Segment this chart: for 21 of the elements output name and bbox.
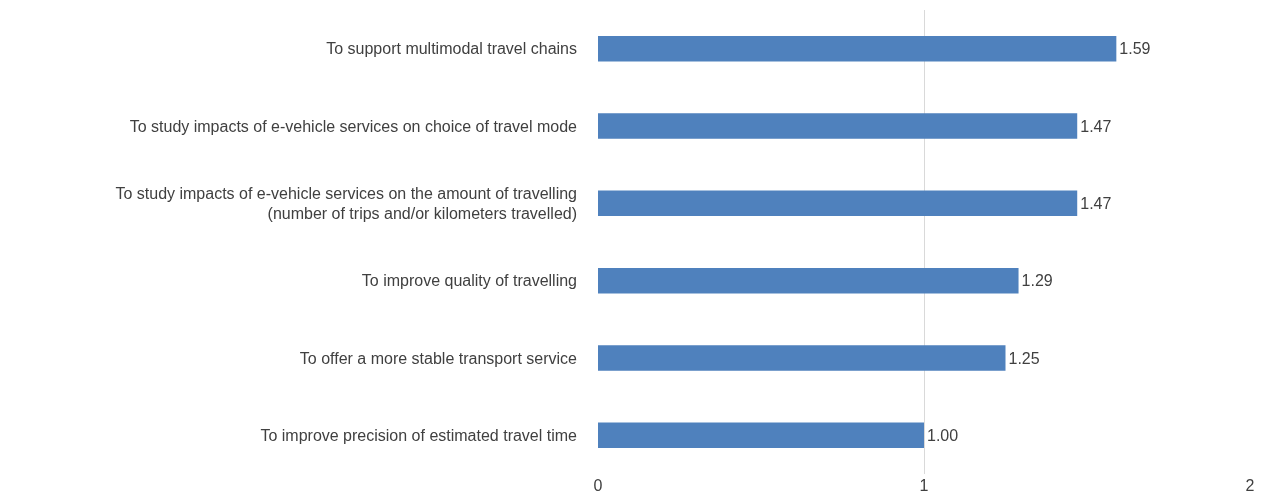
y-tick-label: To improve quality of travelling [361, 272, 577, 290]
y-tick-label: To offer a more stable transport service [299, 349, 578, 367]
y-tick-label: To study impacts of e-vehicle services on choice of travel mode [129, 117, 578, 135]
x-tick-label: 0 [593, 477, 603, 494]
data-label: 1.47 [1080, 194, 1112, 212]
bar [598, 190, 1078, 217]
data-label: 1.59 [1119, 40, 1151, 58]
bar [598, 422, 924, 449]
y-tick-label: To study impacts of e-vehicle services on the amount of travelling (number of trips and/or kilometers travelled) [115, 184, 577, 223]
x-tick-label: 2 [1245, 477, 1255, 494]
x-tick-label: 1 [919, 477, 929, 494]
data-label: 1.47 [1080, 117, 1112, 135]
data-label: 1.25 [1008, 349, 1040, 367]
y-tick-label: To support multimodal travel chains [326, 40, 577, 58]
data-label: 1.00 [927, 426, 959, 444]
bar [598, 35, 1117, 62]
y-tick-label: To improve precision of estimated travel time [260, 426, 578, 444]
bar [598, 113, 1078, 139]
bar [598, 345, 1006, 371]
data-label: 1.29 [1021, 272, 1053, 290]
bar [598, 267, 1019, 294]
